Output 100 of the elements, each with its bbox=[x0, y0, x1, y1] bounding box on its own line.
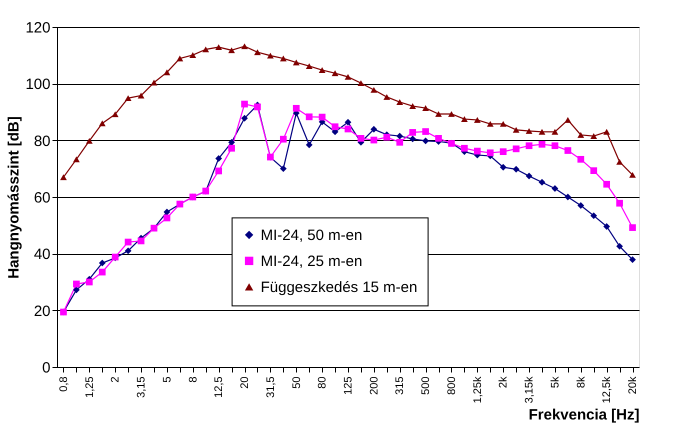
point bbox=[332, 123, 338, 130]
point bbox=[564, 117, 572, 123]
point bbox=[73, 280, 80, 288]
point bbox=[564, 194, 572, 200]
y-tick-label: 60 bbox=[34, 190, 50, 206]
x-tick-label: 5k bbox=[549, 376, 562, 388]
point bbox=[435, 134, 442, 142]
point bbox=[512, 126, 520, 133]
y-tick-label: 0 bbox=[42, 360, 50, 376]
point bbox=[577, 132, 584, 138]
point bbox=[422, 105, 429, 111]
point bbox=[318, 67, 326, 73]
point bbox=[538, 140, 546, 148]
x-tick-label: 80 bbox=[316, 376, 329, 389]
point bbox=[396, 99, 404, 105]
x-tick-label: 5 bbox=[161, 376, 174, 383]
x-tick-label: 125 bbox=[342, 376, 354, 395]
point bbox=[344, 126, 352, 132]
point bbox=[590, 212, 598, 220]
x-tick-label: 20 bbox=[239, 376, 252, 389]
x-tick-label: 20k bbox=[627, 376, 640, 394]
point bbox=[318, 114, 326, 120]
x-tick-label: 200 bbox=[368, 376, 380, 395]
point bbox=[306, 113, 313, 120]
point bbox=[124, 247, 132, 254]
point bbox=[512, 145, 520, 152]
y-tick-label: 100 bbox=[25, 76, 50, 94]
point bbox=[98, 268, 106, 276]
point bbox=[512, 166, 520, 173]
point bbox=[370, 126, 378, 133]
y-axis-title: Hangnyomásszint [dB] bbox=[5, 116, 22, 279]
legend-label: MI-24, 50 m-en bbox=[260, 226, 362, 244]
point bbox=[577, 202, 584, 209]
point bbox=[474, 117, 481, 123]
point bbox=[603, 128, 610, 135]
point bbox=[215, 168, 222, 174]
point bbox=[150, 80, 158, 86]
x-tick-label: 315 bbox=[394, 376, 406, 395]
point bbox=[86, 278, 93, 286]
point bbox=[215, 155, 222, 162]
point bbox=[292, 60, 300, 66]
x-tick-label: 31,5 bbox=[264, 376, 277, 398]
point bbox=[189, 52, 196, 58]
point bbox=[202, 46, 210, 52]
point bbox=[396, 138, 404, 146]
x-tick-label: 8k bbox=[575, 376, 588, 388]
x-tick-label: 2 bbox=[110, 376, 122, 383]
point bbox=[616, 158, 623, 165]
point bbox=[629, 256, 636, 263]
point bbox=[164, 214, 170, 222]
point bbox=[332, 70, 338, 76]
point bbox=[383, 134, 390, 141]
point bbox=[409, 129, 416, 136]
point bbox=[124, 238, 132, 246]
point bbox=[254, 49, 261, 56]
point bbox=[344, 74, 352, 80]
legend-label: MI-24, 25 m-en bbox=[260, 252, 362, 270]
point bbox=[552, 128, 558, 135]
x-tick-label: 12,5 bbox=[213, 376, 226, 398]
point bbox=[176, 56, 184, 62]
point bbox=[603, 180, 610, 188]
point bbox=[616, 242, 623, 250]
point bbox=[370, 86, 378, 93]
point bbox=[280, 165, 287, 172]
point bbox=[486, 149, 494, 156]
point bbox=[280, 136, 287, 143]
point bbox=[435, 111, 442, 117]
point bbox=[552, 185, 558, 192]
point bbox=[409, 136, 416, 142]
point bbox=[616, 200, 623, 207]
point bbox=[73, 156, 80, 162]
point bbox=[526, 128, 532, 134]
x-tick-label: 3,15k bbox=[524, 376, 536, 404]
x-tick-label: 1,25 bbox=[84, 376, 96, 398]
point bbox=[344, 118, 352, 126]
x-tick-label: 12,5k bbox=[601, 376, 614, 404]
point bbox=[86, 138, 93, 144]
point bbox=[73, 286, 80, 294]
x-tick-label: 500 bbox=[420, 376, 432, 395]
y-tick-label: 80 bbox=[34, 132, 50, 150]
point bbox=[500, 164, 507, 171]
x-tick-label: 50 bbox=[290, 376, 303, 389]
point bbox=[577, 156, 584, 163]
point bbox=[538, 128, 546, 135]
point bbox=[124, 95, 132, 102]
point bbox=[422, 128, 429, 135]
point bbox=[474, 148, 481, 154]
point bbox=[526, 142, 532, 150]
point bbox=[603, 223, 610, 230]
point bbox=[228, 138, 235, 146]
x-tick-label: 3,15 bbox=[136, 376, 148, 398]
point bbox=[486, 120, 494, 127]
point bbox=[241, 43, 248, 50]
point bbox=[228, 47, 235, 54]
point bbox=[383, 94, 390, 100]
point bbox=[396, 132, 404, 140]
point bbox=[98, 260, 106, 266]
x-tick-label: 2k bbox=[498, 376, 510, 388]
point bbox=[241, 114, 248, 122]
point bbox=[138, 238, 144, 244]
